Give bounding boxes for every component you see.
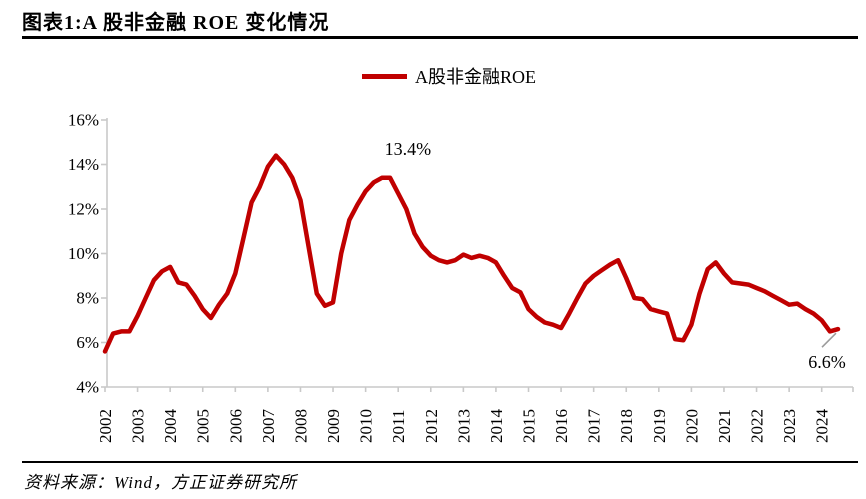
- x-axis-label: 2022: [748, 409, 767, 443]
- x-axis-label: 2021: [715, 409, 734, 443]
- x-axis-label: 2004: [161, 409, 180, 444]
- y-axis-label: 8%: [76, 289, 99, 308]
- legend-line-swatch: [362, 73, 407, 79]
- chart-legend: A股非金融ROE: [362, 63, 536, 89]
- peak-annotation: 13.4%: [385, 139, 432, 159]
- x-axis-label: 2015: [520, 409, 539, 443]
- x-axis-label: 2005: [194, 409, 213, 443]
- x-axis-label: 2023: [780, 409, 799, 443]
- x-axis-label: 2008: [291, 409, 310, 443]
- x-axis-label: 2002: [96, 409, 115, 443]
- x-axis-label: 2013: [454, 409, 473, 443]
- legend-series-label: A股非金融ROE: [415, 67, 536, 87]
- x-axis-label: 2019: [650, 409, 669, 443]
- x-axis-label: 2018: [617, 409, 636, 443]
- x-axis-label: 2016: [552, 409, 571, 443]
- x-axis-label: 2007: [259, 409, 278, 444]
- x-axis-label: 2010: [357, 409, 376, 443]
- x-axis-label: 2024: [813, 409, 832, 444]
- x-axis-label: 2017: [585, 409, 604, 444]
- y-axis-label: 4%: [76, 378, 99, 397]
- y-axis-label: 14%: [68, 155, 99, 174]
- y-axis-label: 6%: [76, 333, 99, 352]
- roe-series-line: [102, 153, 841, 354]
- y-axis-label: 10%: [68, 244, 99, 263]
- x-axis-label: 2009: [324, 409, 343, 443]
- x-axis-label: 2006: [226, 409, 245, 443]
- x-axis-label: 2011: [389, 410, 408, 443]
- x-axis-label: 2012: [422, 409, 441, 443]
- annotation-leader-line: [821, 332, 837, 348]
- y-axis-label: 16%: [68, 111, 99, 130]
- figure-bottom-rule: [22, 461, 858, 463]
- title-underline: [22, 36, 858, 39]
- figure-title: 图表1:A 股非金融 ROE 变化情况: [22, 12, 330, 34]
- last-value-annotation: 6.6%: [808, 352, 846, 372]
- x-axis-label: 2020: [682, 409, 701, 443]
- y-axis-label: 12%: [68, 200, 99, 219]
- x-axis-label: 2014: [487, 409, 506, 444]
- x-axis-label: 2003: [129, 409, 148, 443]
- data-source-note: 资料来源：Wind，方正证券研究所: [24, 473, 297, 492]
